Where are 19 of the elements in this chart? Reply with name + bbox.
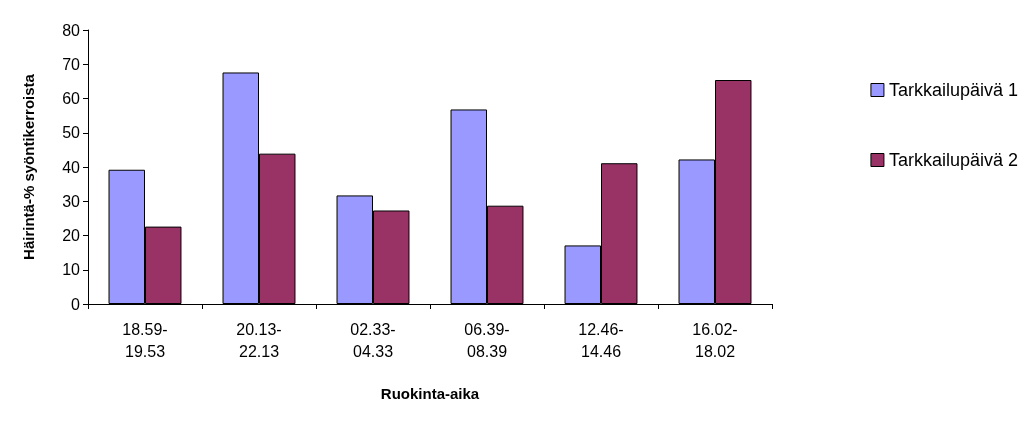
x-tick-label: 20.13-22.13 <box>236 320 282 360</box>
x-axis-title: Ruokinta-aika <box>380 385 480 402</box>
y-tick-label: 10 <box>62 261 81 279</box>
legend-label: Tarkkailupäivä 2 <box>888 150 1019 170</box>
x-tick-label: 02.33-04.33 <box>350 320 396 360</box>
legend-label: Tarkkailupäivä 1 <box>888 80 1019 100</box>
x-tick-label: 18.59-19.53 <box>122 320 168 360</box>
y-tick-label: 0 <box>71 295 81 313</box>
y-tick-label: 70 <box>62 55 81 73</box>
y-tick-label: 60 <box>62 90 81 107</box>
y-tick-label: 80 <box>62 21 81 39</box>
y-tick-label: 20 <box>62 227 81 244</box>
y-axis-title: Häirintä-% syöntikerroista <box>20 73 37 260</box>
y-tick-label: 50 <box>62 124 81 142</box>
x-tick-label: 12.46-14.46 <box>578 320 624 360</box>
x-tick-label: 06.39-08.39 <box>464 320 510 360</box>
y-tick-label: 40 <box>62 158 81 176</box>
y-tick-label: 30 <box>62 192 81 210</box>
x-tick-label: 16.02-18.02 <box>692 320 738 360</box>
